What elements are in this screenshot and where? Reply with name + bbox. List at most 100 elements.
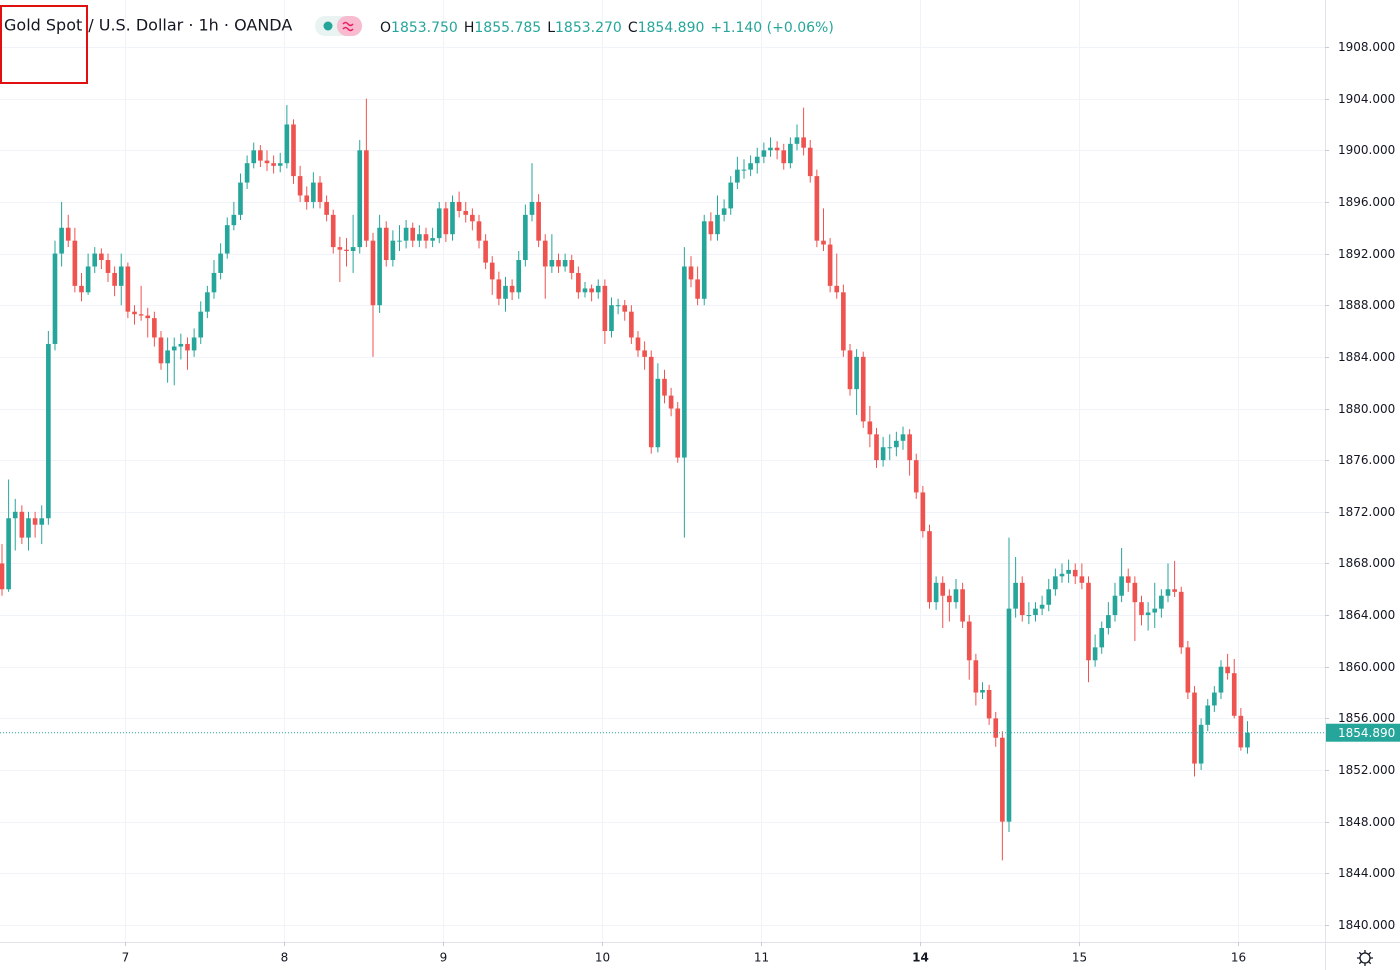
- candle: [1059, 563, 1065, 583]
- candle: [430, 227, 435, 248]
- candle: [609, 297, 614, 338]
- y-tick-label: 1848.000: [1338, 815, 1395, 829]
- candle-body: [1132, 582, 1138, 603]
- candle-body: [191, 337, 197, 351]
- candle: [165, 337, 170, 383]
- candle: [244, 155, 250, 190]
- candle-body: [205, 292, 210, 312]
- candle-body: [841, 292, 846, 351]
- candle-body: [138, 314, 144, 316]
- candle: [403, 220, 409, 249]
- candle-body: [26, 518, 31, 538]
- candle-body: [218, 253, 223, 273]
- candle-body: [324, 201, 329, 215]
- y-tick-label: 1840.000: [1338, 918, 1395, 932]
- candle: [185, 337, 190, 370]
- candle: [65, 214, 71, 248]
- candle-body: [1033, 608, 1038, 616]
- candle: [364, 98, 369, 248]
- candle-body: [668, 395, 674, 409]
- candle: [456, 191, 462, 218]
- candle-body: [264, 160, 270, 164]
- candle: [211, 260, 217, 299]
- candle-body: [715, 214, 720, 235]
- candle-body: [317, 182, 323, 202]
- y-tick-label: 1908.000: [1338, 40, 1395, 54]
- candle: [1086, 576, 1091, 683]
- candle: [19, 505, 25, 545]
- symbol-title[interactable]: Gold Spot: [4, 16, 82, 35]
- candle-body: [695, 279, 700, 299]
- candle-body: [178, 343, 184, 347]
- candle-body: [542, 240, 548, 267]
- candle: [12, 498, 18, 551]
- settings-icon[interactable]: [1357, 950, 1373, 966]
- y-tick-label: 1896.000: [1338, 195, 1395, 209]
- candle: [754, 147, 760, 174]
- candle: [880, 436, 886, 467]
- candle: [423, 227, 429, 249]
- candle-body: [1139, 602, 1144, 616]
- candle-body: [1165, 589, 1171, 596]
- y-tick-label: 1892.000: [1338, 247, 1395, 261]
- candle-body: [297, 176, 303, 196]
- candle-body: [1039, 604, 1045, 609]
- candle: [1046, 578, 1052, 612]
- candle-body: [463, 210, 469, 215]
- candle-body: [489, 262, 495, 280]
- candle-body: [536, 201, 541, 241]
- legend-value: 1855.785: [474, 20, 541, 36]
- candle-body: [390, 240, 396, 261]
- candle: [205, 285, 210, 319]
- candle: [489, 256, 495, 295]
- candle: [894, 431, 899, 457]
- candle-body: [682, 266, 687, 458]
- candle-body: [1053, 576, 1058, 590]
- candle: [940, 576, 946, 628]
- candle-body: [483, 240, 488, 263]
- candle: [814, 169, 820, 248]
- candle-body: [198, 311, 204, 338]
- market-open-dot: [323, 21, 333, 31]
- candle: [569, 254, 575, 280]
- candle: [576, 266, 581, 299]
- candle-body: [529, 201, 535, 215]
- candle: [735, 156, 740, 190]
- candle: [32, 511, 38, 538]
- candle-body: [6, 518, 11, 590]
- candle: [443, 201, 449, 242]
- candle-body: [973, 660, 979, 693]
- candle: [841, 284, 846, 357]
- candle-body: [900, 434, 906, 441]
- candle-body: [860, 356, 866, 422]
- candle-body: [874, 434, 879, 461]
- candle-body: [304, 195, 310, 202]
- candle: [1132, 576, 1138, 641]
- candle-body: [65, 227, 71, 241]
- delay-icon: [342, 21, 354, 32]
- candle-body: [947, 595, 952, 603]
- candle: [953, 578, 959, 609]
- candle: [516, 250, 522, 299]
- candle: [629, 305, 634, 344]
- candle: [1013, 556, 1018, 618]
- candle-body: [171, 346, 177, 351]
- candle-body: [821, 240, 826, 245]
- candle: [79, 272, 84, 302]
- candle: [847, 343, 853, 396]
- y-tick-label: 1852.000: [1338, 763, 1395, 777]
- candle: [1079, 563, 1085, 590]
- legend-value: 1853.750: [391, 20, 458, 36]
- candle: [788, 137, 793, 169]
- candle-body: [953, 589, 959, 603]
- candle-body: [635, 337, 641, 351]
- candle-body: [1245, 732, 1250, 748]
- candle-body: [291, 124, 296, 177]
- candle-body: [576, 272, 581, 293]
- candle-body: [655, 378, 661, 448]
- candle: [834, 253, 840, 299]
- candle: [682, 247, 687, 538]
- candle-body: [85, 266, 91, 293]
- candle-body: [516, 260, 522, 293]
